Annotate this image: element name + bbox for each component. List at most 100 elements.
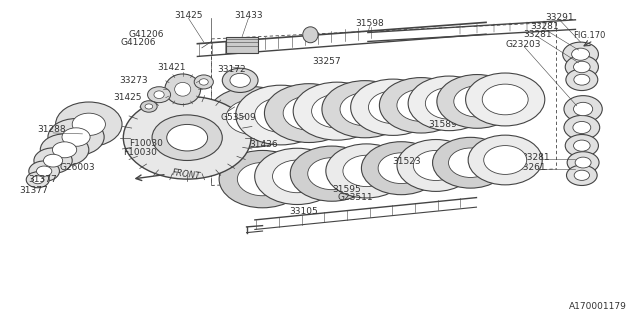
- Ellipse shape: [34, 148, 72, 173]
- Text: FRONT: FRONT: [172, 168, 202, 181]
- Ellipse shape: [222, 68, 258, 92]
- Ellipse shape: [437, 75, 518, 128]
- Ellipse shape: [308, 158, 356, 190]
- Text: 31425: 31425: [174, 12, 203, 20]
- Ellipse shape: [484, 146, 527, 174]
- Ellipse shape: [454, 86, 500, 117]
- Ellipse shape: [369, 91, 418, 124]
- Ellipse shape: [40, 134, 89, 166]
- Text: 31288: 31288: [38, 125, 66, 134]
- Ellipse shape: [575, 157, 591, 168]
- Ellipse shape: [165, 74, 200, 105]
- Text: F10030: F10030: [123, 148, 157, 157]
- Text: 33261: 33261: [518, 163, 547, 172]
- Text: G26003: G26003: [60, 163, 95, 172]
- Ellipse shape: [219, 150, 306, 208]
- Ellipse shape: [449, 148, 493, 178]
- Ellipse shape: [154, 91, 164, 99]
- Ellipse shape: [264, 84, 353, 142]
- Ellipse shape: [565, 134, 598, 157]
- Ellipse shape: [141, 101, 157, 112]
- Text: 31377: 31377: [28, 175, 56, 184]
- FancyBboxPatch shape: [226, 37, 258, 52]
- Ellipse shape: [194, 75, 213, 89]
- Ellipse shape: [563, 42, 598, 66]
- Ellipse shape: [573, 102, 593, 116]
- Ellipse shape: [312, 94, 362, 128]
- Text: 33105: 33105: [290, 207, 319, 216]
- Text: F10030: F10030: [129, 139, 163, 148]
- Ellipse shape: [362, 142, 441, 195]
- Ellipse shape: [482, 84, 528, 115]
- Ellipse shape: [413, 150, 458, 180]
- Ellipse shape: [343, 155, 390, 187]
- Text: 31421: 31421: [157, 63, 186, 72]
- Text: 33281: 33281: [531, 22, 559, 31]
- Ellipse shape: [572, 48, 589, 60]
- Ellipse shape: [36, 166, 52, 176]
- Ellipse shape: [426, 88, 473, 119]
- Ellipse shape: [466, 73, 545, 126]
- Ellipse shape: [207, 87, 299, 147]
- Ellipse shape: [351, 79, 435, 135]
- Text: 31425: 31425: [113, 93, 141, 102]
- Ellipse shape: [293, 82, 381, 140]
- Text: 33281: 33281: [523, 30, 552, 39]
- Text: 31377: 31377: [20, 186, 48, 195]
- Ellipse shape: [573, 122, 591, 133]
- Ellipse shape: [326, 144, 407, 198]
- Ellipse shape: [340, 92, 390, 126]
- Ellipse shape: [408, 76, 490, 131]
- Ellipse shape: [148, 87, 171, 103]
- Text: 31433: 31433: [234, 12, 263, 20]
- Ellipse shape: [566, 69, 598, 91]
- Ellipse shape: [567, 152, 599, 173]
- Text: 31598: 31598: [355, 19, 384, 28]
- Ellipse shape: [573, 140, 590, 151]
- Text: G41206: G41206: [129, 30, 164, 39]
- Ellipse shape: [29, 161, 60, 181]
- Text: A170001179: A170001179: [569, 302, 627, 311]
- Text: 33291: 33291: [545, 13, 574, 22]
- Text: 31589: 31589: [428, 120, 457, 129]
- Ellipse shape: [433, 137, 509, 188]
- Ellipse shape: [566, 165, 597, 186]
- Ellipse shape: [48, 119, 104, 156]
- Text: 31436: 31436: [250, 140, 278, 148]
- Ellipse shape: [227, 100, 280, 134]
- Ellipse shape: [397, 89, 445, 121]
- Ellipse shape: [255, 98, 307, 132]
- Ellipse shape: [380, 77, 463, 133]
- Text: G23203: G23203: [506, 40, 541, 49]
- Ellipse shape: [397, 140, 475, 191]
- Ellipse shape: [236, 85, 326, 145]
- Text: G53509: G53509: [220, 114, 256, 123]
- Ellipse shape: [468, 135, 542, 185]
- Ellipse shape: [175, 82, 191, 96]
- Text: 33172: 33172: [218, 65, 246, 74]
- Ellipse shape: [152, 115, 222, 160]
- Text: 33257: 33257: [312, 57, 340, 66]
- Ellipse shape: [230, 73, 250, 87]
- Ellipse shape: [574, 74, 590, 85]
- Ellipse shape: [322, 81, 408, 138]
- Ellipse shape: [44, 154, 63, 167]
- Ellipse shape: [237, 163, 288, 196]
- Ellipse shape: [72, 113, 106, 135]
- Ellipse shape: [56, 102, 122, 147]
- Text: G23511: G23511: [337, 193, 373, 202]
- Ellipse shape: [283, 96, 335, 130]
- Ellipse shape: [303, 27, 318, 43]
- Text: 31595: 31595: [332, 185, 361, 194]
- Ellipse shape: [291, 146, 374, 201]
- Ellipse shape: [564, 116, 600, 140]
- Ellipse shape: [573, 61, 590, 73]
- Ellipse shape: [574, 170, 589, 180]
- Ellipse shape: [62, 128, 90, 146]
- Ellipse shape: [273, 160, 322, 193]
- Ellipse shape: [124, 96, 251, 179]
- Ellipse shape: [565, 55, 598, 78]
- Text: 31523: 31523: [392, 157, 420, 166]
- Ellipse shape: [52, 142, 77, 158]
- Text: 33273: 33273: [119, 76, 148, 85]
